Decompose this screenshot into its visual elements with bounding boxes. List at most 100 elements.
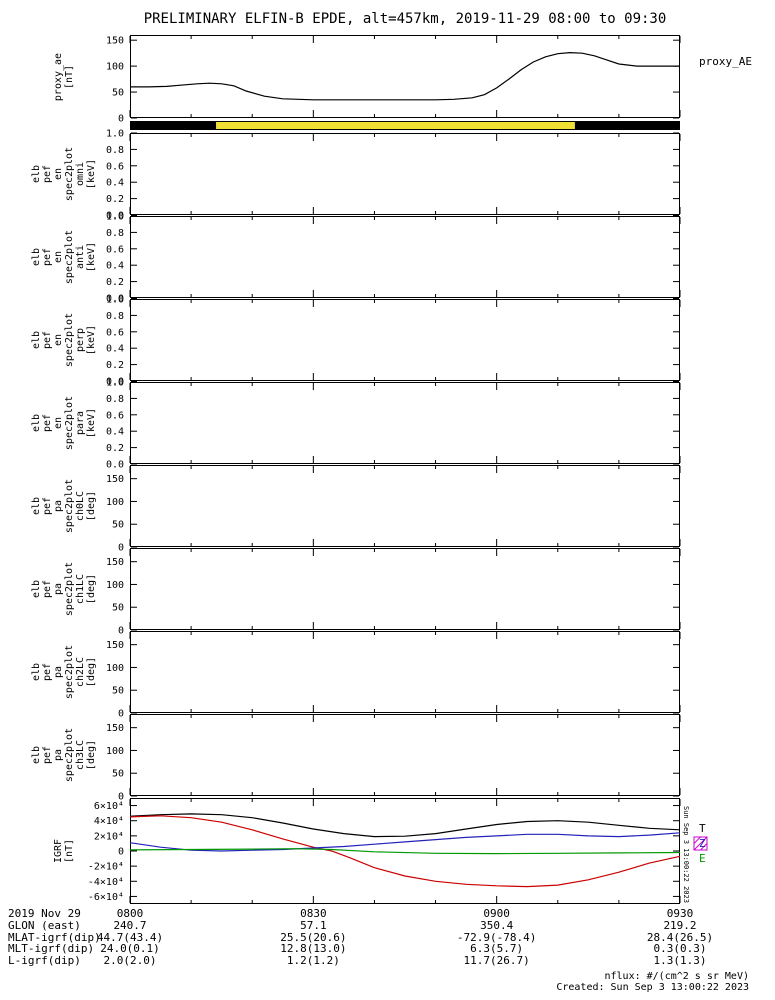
panel-border (130, 216, 680, 298)
flag-segment-black-left (130, 121, 217, 130)
x-tick-label: 0930 (666, 907, 694, 920)
y-tick-label: 150 (106, 723, 124, 734)
eph-value: 44.7(43.4) (96, 930, 164, 944)
footer-notes: nflux: #/(cm^2 s sr MeV) Created: Sun Se… (556, 971, 749, 993)
eph-row: MLAT-igrf(dip) 44.7(43.4) 25.5(20.6) -72.9(… (0, 930, 775, 944)
y-tick-label: 0.8 (106, 311, 124, 322)
panel-pa_ch2: 0 50 100 150 (106, 631, 681, 720)
y-tick-label: 50 (112, 603, 124, 614)
eph-value: 28.4(26.5) (646, 930, 714, 944)
y-tick-label: 0 (118, 847, 124, 858)
y-tick-label: 0.4 (106, 178, 124, 189)
eph-value: 240.7 (113, 919, 147, 932)
eph-value: 12.8(13.0) (280, 942, 347, 955)
y-tick-label: 0 (118, 114, 124, 125)
y-tick-label: 50 (112, 88, 124, 99)
y-tick-label: 0.0 (106, 377, 124, 388)
y-tick-label: 100 (106, 497, 124, 508)
y-tick-label: 0.6 (106, 161, 124, 172)
panel-border (130, 714, 680, 796)
panel-en_perp: 0.0 0.2 0.4 0.6 0.8 1.0 (106, 295, 681, 388)
y-tick-label: 0 (118, 626, 124, 637)
panel-pa_ch3: 0 50 100 150 (106, 714, 681, 803)
plot-title: PRELIMINARY ELFIN-B EPDE, alt=457km, 201… (143, 11, 667, 27)
series-E (129, 848, 681, 855)
y-tick-label: 100 (106, 62, 124, 73)
legend-label-E: E (699, 852, 706, 865)
legend-hatch-line (700, 843, 708, 851)
y-tick-label: 0.0 (106, 294, 124, 305)
y-tick-label: 1.0 (106, 295, 124, 306)
y-tick-label: 0.0 (106, 460, 124, 471)
y-tick-label: 0.4 (106, 344, 124, 355)
panel-border (130, 798, 680, 904)
legend-label-Z: Z (699, 837, 706, 850)
eph-row: 2019 Nov 29 0800 0830 0900 0930 (0, 907, 775, 920)
series-red (129, 815, 681, 888)
side-timestamp: Sun Sep 3 13:00:22 2023 (682, 806, 690, 903)
y-tick-label: 1.0 (106, 129, 124, 140)
x-tick-label: 0800 (116, 907, 144, 920)
panel-border (130, 465, 680, 547)
y-tick-label: 0.2 (106, 443, 124, 454)
y-tick-label: 0.6 (106, 410, 124, 421)
y-tick-label: 0.0 (106, 211, 124, 222)
eph-value: 24.0(0.1) (100, 942, 160, 955)
eph-value: 350.4 (480, 919, 514, 932)
eph-row-label: GLON (east) (8, 919, 81, 932)
y-tick-label: 0.6 (106, 244, 124, 255)
flag-segment-black-right (574, 121, 680, 130)
eph-value: 6.3(5.7) (470, 942, 524, 955)
y-tick-label: 0.8 (106, 394, 124, 405)
y-tick-label: 1.0 (106, 212, 124, 223)
y-tick-label: 100 (106, 746, 124, 757)
y-tick-label: 0 (118, 792, 124, 803)
panel-pa_ch1: 0 50 100 150 (106, 548, 681, 637)
y-tick-label: 50 (112, 520, 124, 531)
panel-en_omni: 0.0 0.2 0.4 0.6 0.8 1.0 (106, 129, 681, 222)
y-tick-label: 4×10⁴ (94, 816, 124, 827)
panel-border (130, 548, 680, 630)
legend-hatch-line (693, 836, 708, 851)
y-tick-label: 0.2 (106, 194, 124, 205)
panel-border (130, 35, 680, 118)
eph-value: 25.5(20.6) (280, 930, 347, 944)
eph-value: 0.3(0.3) (653, 942, 707, 955)
y-tick-label: 6×10⁴ (94, 801, 124, 812)
series-Z (129, 832, 681, 852)
panel-border (130, 382, 680, 464)
eph-value: 2.0(2.0) (103, 953, 157, 967)
panel-en_anti: 0.0 0.2 0.4 0.6 0.8 1.0 (106, 212, 681, 305)
y-tick-label: 0.4 (106, 261, 124, 272)
y-tick-label: 0.6 (106, 327, 124, 338)
series-T (129, 813, 681, 838)
panel-border (130, 299, 680, 381)
y-tick-label: 50 (112, 686, 124, 697)
panel-igrf: -6×10⁴ -4×10⁴ -2×10⁴ 0 2×10⁴ 4×10⁴ 6×10⁴ TZE (88, 798, 708, 904)
eph-row-label: L-igrf(dip) (8, 953, 81, 967)
panel-border (130, 631, 680, 713)
y-tick-label: 100 (106, 663, 124, 674)
eph-value: -72.9(-78.4) (456, 930, 537, 944)
panel-border (130, 133, 680, 215)
eph-row: L-igrf(dip) 2.0(2.0) 1.2(1.2) 11.7(26.7) 1.3… (0, 953, 775, 967)
y-tick-label: 1.0 (106, 378, 124, 389)
y-tick-label: 0.2 (106, 277, 124, 288)
panel-en_para: 0.0 0.2 0.4 0.6 0.8 1.0 (106, 378, 681, 471)
flag-segment-yellow (216, 121, 575, 130)
panel-proxy_ae: 0 50 100 150 (106, 35, 681, 125)
eph-value: 1.3(1.3) (653, 953, 707, 967)
eph-value: 219.2 (663, 919, 697, 932)
y-tick-label: 50 (112, 769, 124, 780)
y-tick-label: 0.8 (106, 145, 124, 156)
eph-row-label: MLAT-igrf(dip) (8, 930, 101, 944)
eph-value: 1.2(1.2) (286, 953, 340, 967)
nflux-note: nflux: #/(cm^2 s sr MeV) (604, 971, 750, 982)
y-tick-label: 2×10⁴ (94, 831, 124, 842)
legend-hatch-line (693, 836, 701, 844)
eph-value: 57.1 (300, 919, 327, 932)
y-tick-label: 150 (106, 640, 124, 651)
y-tick-label: 0 (118, 543, 124, 554)
